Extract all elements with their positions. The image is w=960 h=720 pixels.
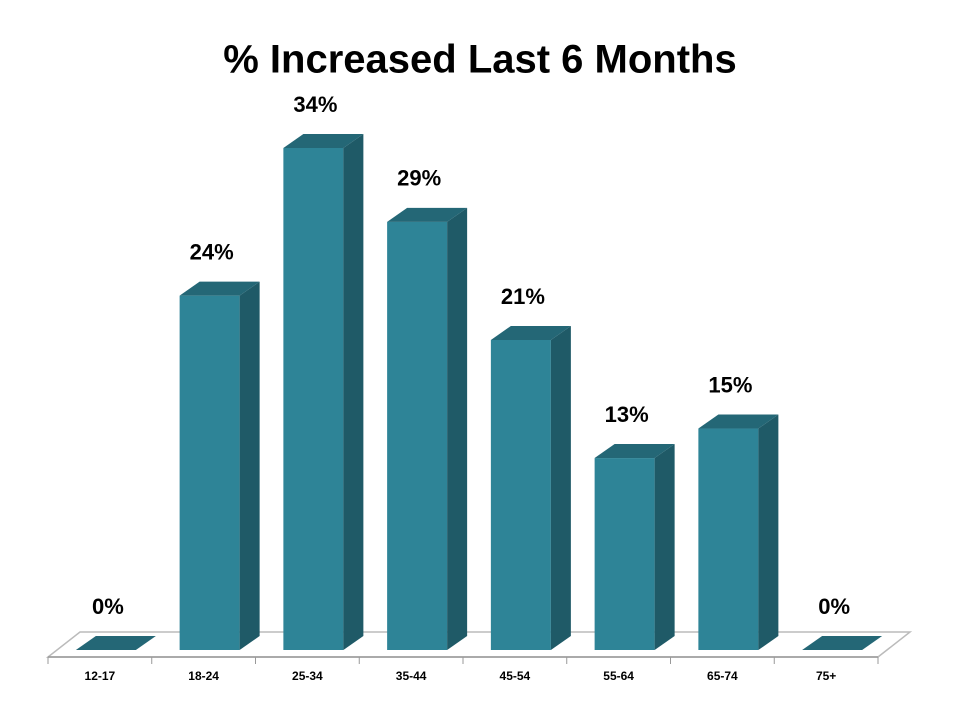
bar-top <box>387 207 468 222</box>
chart-title: % Increased Last 6 Months <box>223 38 736 82</box>
bar <box>594 444 675 650</box>
value-label: 13% <box>605 402 649 427</box>
bar-top <box>802 636 883 650</box>
value-label: 34% <box>293 92 337 117</box>
value-label: 15% <box>708 372 752 397</box>
x-tick-label: 75+ <box>816 669 836 683</box>
bar-top <box>283 134 364 148</box>
value-label: 0% <box>818 594 850 619</box>
bar <box>802 636 883 650</box>
x-tick-label: 18-24 <box>188 669 219 683</box>
bar-top <box>75 636 156 650</box>
bar-side <box>550 325 571 650</box>
bar-side <box>758 414 779 650</box>
bar <box>698 414 779 650</box>
x-tick-label: 55-64 <box>603 669 634 683</box>
floor <box>45 631 913 658</box>
bar-front <box>490 339 551 650</box>
bar-front <box>387 221 448 650</box>
bar-top <box>179 281 260 296</box>
bar-front <box>594 458 655 650</box>
bar-top <box>594 444 675 459</box>
x-tick-label: 12-17 <box>85 669 116 683</box>
bar-side <box>654 444 675 650</box>
value-label: 24% <box>190 239 234 264</box>
x-tick-label: 25-34 <box>292 669 323 683</box>
x-tick-label: 35-44 <box>396 669 427 683</box>
bar-top <box>490 325 571 340</box>
bar-top <box>698 414 779 429</box>
bar-front <box>283 148 344 650</box>
bar-front <box>179 295 240 650</box>
bar-side <box>239 281 260 650</box>
bar <box>75 636 156 650</box>
bar-side <box>343 134 364 650</box>
bar-front <box>698 428 759 650</box>
bar <box>490 325 571 650</box>
bar-side <box>447 207 468 650</box>
x-tick-label: 45-54 <box>500 669 531 683</box>
bar <box>283 134 364 650</box>
value-label: 21% <box>501 284 545 309</box>
bar <box>179 281 260 650</box>
value-label: 0% <box>92 594 124 619</box>
bar <box>387 207 468 650</box>
value-label: 29% <box>397 166 441 191</box>
x-tick-label: 65-74 <box>707 669 738 683</box>
